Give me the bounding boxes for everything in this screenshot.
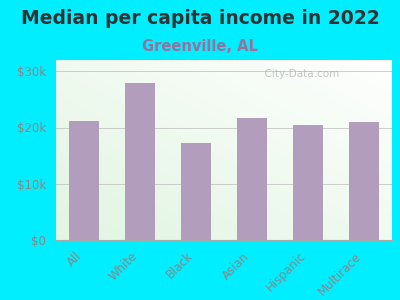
Bar [348,122,379,240]
Bar [237,118,268,240]
Text: City-Data.com: City-Data.com [258,69,339,79]
Text: Median per capita income in 2022: Median per capita income in 2022 [21,9,379,28]
Bar [181,143,212,240]
Bar [69,121,100,240]
Text: Greenville, AL: Greenville, AL [142,39,258,54]
Bar [125,82,155,240]
Bar [293,125,324,240]
